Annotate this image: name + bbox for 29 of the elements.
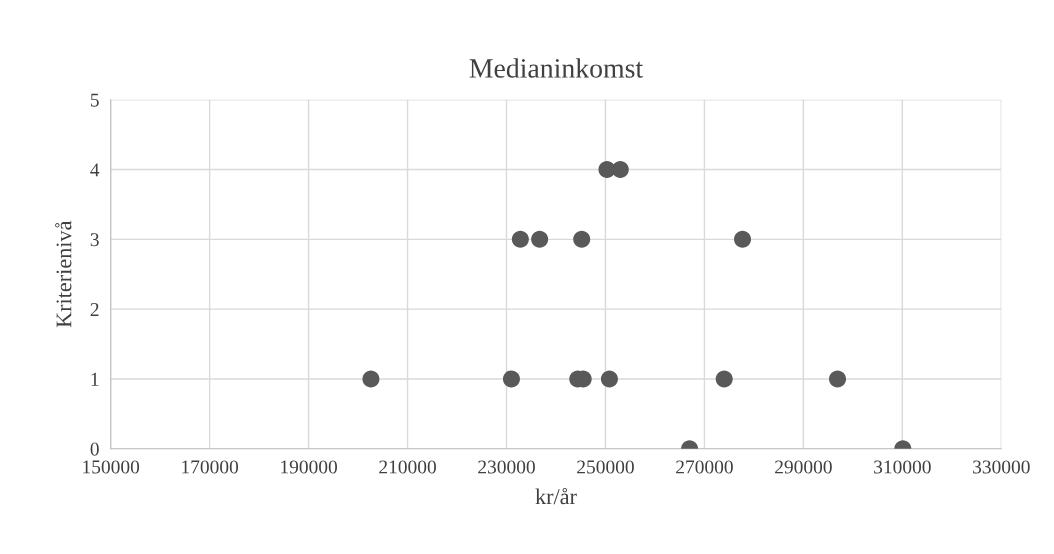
point: [573, 230, 591, 248]
x-tick-label: 290000: [775, 460, 832, 474]
x-tick-label: 150000: [83, 460, 140, 474]
x-tick-label: 250000: [577, 460, 634, 474]
point: [600, 370, 618, 388]
point: [734, 230, 752, 248]
x-tick-label: 190000: [281, 460, 338, 474]
x-axis-title: kr/år: [535, 487, 577, 505]
point: [611, 161, 629, 179]
x-tick-label: 170000: [182, 460, 239, 474]
point: [362, 370, 380, 388]
x-tick-label: 310000: [874, 460, 931, 474]
point: [531, 230, 549, 248]
y-tick-label: 4: [90, 163, 100, 177]
y-tick-label: 3: [90, 233, 99, 247]
x-tick-label: 270000: [676, 460, 733, 474]
x-tick-label: 330000: [973, 460, 1030, 474]
x-tick-label: 210000: [379, 460, 436, 474]
x-tick-label: 230000: [478, 460, 535, 474]
y-tick-label: 5: [90, 93, 99, 107]
chart-title: Medianinkomst: [469, 58, 644, 78]
y-tick-label: 0: [90, 442, 99, 456]
point: [511, 230, 529, 248]
point: [829, 370, 847, 388]
point: [715, 370, 733, 388]
y-tick-label: 1: [91, 372, 99, 386]
y-tick-label: 2: [90, 303, 99, 316]
y-axis-title: Kriterienivå: [55, 220, 72, 328]
point: [502, 370, 520, 388]
